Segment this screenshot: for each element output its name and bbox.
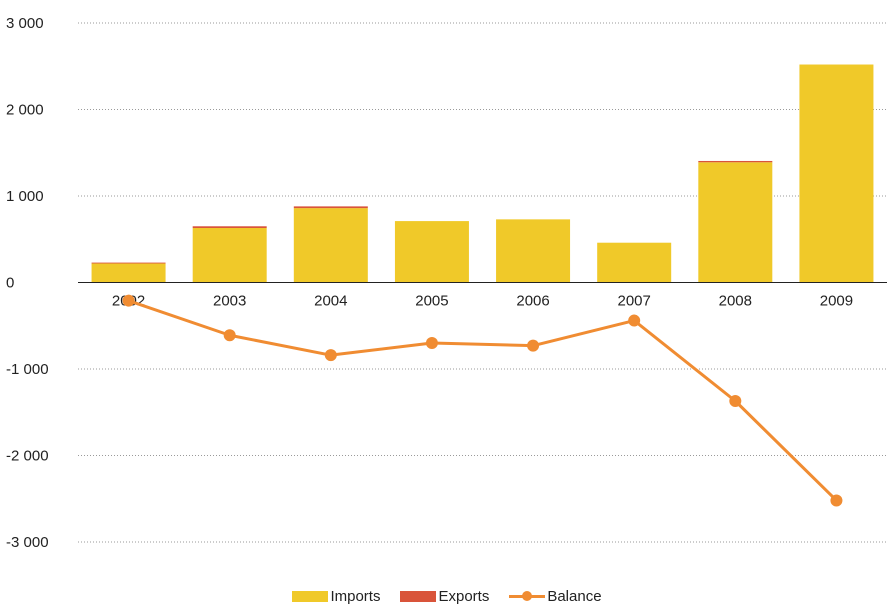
x-tick-label: 2003 — [213, 293, 246, 310]
legend-swatch-exports — [400, 591, 437, 602]
x-tick-label: 2004 — [314, 293, 347, 310]
balance-point — [122, 294, 135, 307]
legend: Imports Exports Balance — [0, 588, 894, 605]
balance-point — [223, 329, 236, 342]
legend-swatch-imports — [292, 591, 329, 602]
legend-label-exports: Exports — [438, 588, 490, 605]
balance-point — [425, 337, 438, 350]
balance-line — [128, 299, 838, 502]
balance-point — [324, 349, 337, 362]
legend-swatch-balance — [509, 591, 546, 602]
bar-imports — [799, 64, 874, 283]
bars — [91, 64, 874, 283]
legend-label-imports: Imports — [330, 588, 381, 605]
x-tick-label: 2005 — [415, 293, 448, 310]
bar-exports — [293, 206, 368, 209]
y-tick-label: -1 000 — [6, 361, 49, 378]
bar-exports — [91, 262, 166, 264]
x-tick-label: 2009 — [820, 293, 853, 310]
balance-point — [628, 314, 641, 327]
bar-imports — [698, 162, 773, 283]
bar-imports — [293, 208, 368, 283]
legend-item-exports: Exports — [400, 588, 489, 605]
bar-imports — [496, 219, 571, 283]
bar-imports — [597, 242, 672, 283]
legend-item-balance: Balance — [509, 588, 602, 605]
y-tick-label: 0 — [6, 275, 14, 292]
x-tick-label: 2006 — [516, 293, 549, 310]
balance-line-group — [122, 294, 843, 507]
bar-imports — [192, 228, 267, 283]
y-tick-label: 2 000 — [6, 102, 44, 119]
legend-label-balance: Balance — [547, 588, 602, 605]
bar-imports — [394, 221, 469, 283]
y-tick-label: -3 000 — [6, 534, 49, 551]
y-tick-label: -2 000 — [6, 448, 49, 465]
balance-point — [729, 395, 742, 408]
y-axis: 3 000 2 000 1 000 0 -1 000 -2 000 -3 000 — [6, 15, 49, 551]
bar-exports — [192, 226, 267, 229]
x-tick-label: 2007 — [618, 293, 651, 310]
x-axis: 20022003200420052006200720082009 — [78, 282, 887, 310]
balance-point — [527, 339, 540, 352]
balance-point — [830, 494, 843, 507]
y-tick-label: 1 000 — [6, 188, 44, 205]
bar-exports — [698, 160, 773, 163]
legend-item-imports: Imports — [292, 588, 380, 605]
y-tick-label: 3 000 — [6, 15, 44, 32]
x-tick-label: 2008 — [719, 293, 752, 310]
bar-imports — [91, 263, 166, 283]
